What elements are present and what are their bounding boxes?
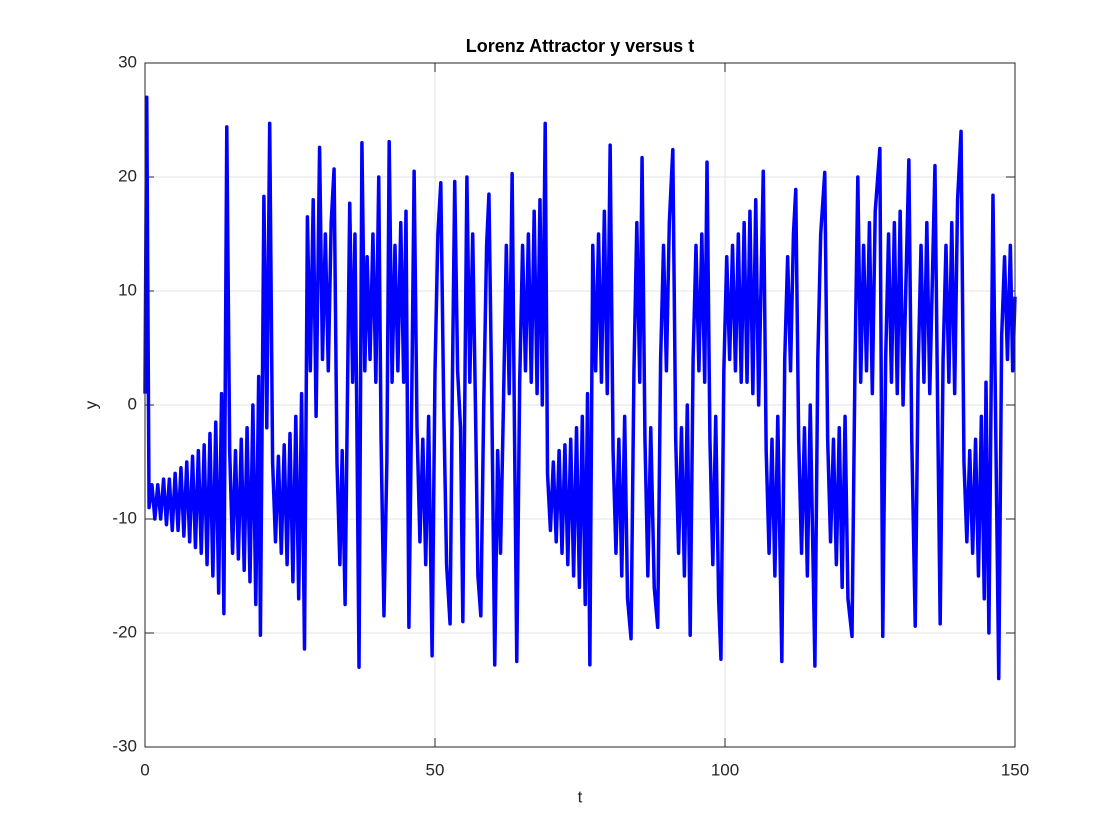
y-tick-label: 30 bbox=[118, 52, 137, 71]
y-tick-label: 0 bbox=[128, 394, 137, 413]
y-axis-label: y bbox=[81, 400, 100, 409]
axes-box bbox=[144, 62, 1016, 748]
x-tick-label: 0 bbox=[140, 760, 149, 779]
y-tick-label: -30 bbox=[112, 736, 137, 755]
y-tick-label: 20 bbox=[118, 166, 137, 185]
x-tick-label: 100 bbox=[711, 760, 739, 779]
x-tick-label: 150 bbox=[1001, 760, 1029, 779]
x-tick-label: 50 bbox=[426, 760, 445, 779]
chart-title: Lorenz Attractor y versus t bbox=[466, 36, 694, 56]
y-tick-label: -20 bbox=[112, 622, 137, 641]
y-tick-label: 10 bbox=[118, 280, 137, 299]
x-axis-label: t bbox=[578, 787, 583, 806]
y-tick-label: -10 bbox=[112, 508, 137, 527]
data-line bbox=[143, 95, 1017, 681]
